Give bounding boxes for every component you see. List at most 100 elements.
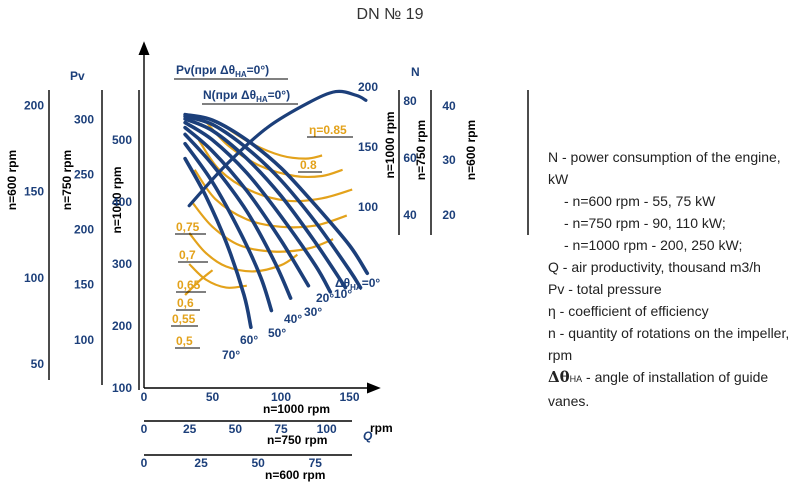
x750-tick: 0 bbox=[141, 422, 148, 436]
x-scale-600-title: n=600 rpm bbox=[265, 468, 325, 482]
eff-label-075: 0,75 bbox=[175, 220, 206, 235]
pv-header: Pv bbox=[70, 69, 85, 83]
x1000-tick: 50 bbox=[206, 390, 220, 404]
x750-tick: 50 bbox=[229, 422, 243, 436]
legend-line-9: ΔθНА - angle of installation of guide va… bbox=[548, 366, 798, 412]
eff-label-055-text: 0,55 bbox=[172, 312, 196, 326]
efficiency-curve bbox=[204, 120, 343, 179]
pressure-curve bbox=[183, 125, 311, 288]
pressure-curve bbox=[183, 117, 348, 290]
legend-line-2: - n=600 rpm - 55, 75 kW bbox=[564, 193, 716, 209]
pressure-curve bbox=[183, 112, 370, 276]
power-curve bbox=[187, 89, 368, 208]
eff-label-075-text: 0,75 bbox=[176, 220, 200, 234]
n1000-tick: 100 bbox=[358, 200, 378, 214]
chart-area: n=1000 rpm n=750 rpm n=600 rpm n=1000 rp… bbox=[5, 41, 529, 482]
eff-label-065: 0,65 bbox=[176, 278, 206, 293]
pressure-curve bbox=[183, 132, 293, 300]
legend-delta-symbol: Δθ bbox=[548, 368, 570, 386]
pressure-curve bbox=[183, 141, 274, 313]
x1000-tick: 0 bbox=[141, 390, 148, 404]
eff-label-070: 0,7 bbox=[178, 248, 208, 263]
efficiency-curve bbox=[188, 263, 247, 289]
pv-caption-text: Pv(при ΔθНА=0°) bbox=[176, 63, 269, 79]
legend-line-7: η - coefficient of efficiency bbox=[548, 303, 709, 319]
x750-tick: 25 bbox=[183, 422, 197, 436]
pv750-tick: 100 bbox=[74, 333, 94, 347]
eff-label-085-text: η=0.85 bbox=[309, 123, 347, 137]
pv600-tick: 100 bbox=[24, 271, 44, 285]
n600-tick: 40 bbox=[442, 99, 456, 113]
pv1000-tick: 200 bbox=[112, 319, 132, 333]
x750-tick: 75 bbox=[274, 422, 288, 436]
eff-label-065-text: 0,65 bbox=[177, 278, 201, 292]
pressure-curve bbox=[183, 114, 363, 290]
eff-label-060-text: 0,6 bbox=[177, 296, 194, 310]
chart-title: DN № 19 bbox=[356, 6, 424, 23]
legend-line-5: Q - air productivity, thousand m3/h bbox=[548, 259, 761, 275]
pressure-curve bbox=[183, 156, 253, 329]
angle-label-0: ΔθНА=0° bbox=[335, 276, 380, 292]
angle-label-60: 60° bbox=[240, 333, 258, 347]
n-scale-600-title: n=600 rpm bbox=[464, 120, 478, 180]
n-caption-text: N(при ΔθНА=0°) bbox=[203, 88, 290, 104]
angle-label-40: 40° bbox=[284, 312, 302, 326]
pv750-tick: 150 bbox=[74, 278, 94, 292]
efficiency-curve bbox=[197, 139, 353, 203]
efficiency-curve bbox=[191, 201, 334, 253]
pv600-tick: 50 bbox=[31, 357, 45, 371]
x1000-tick: 100 bbox=[271, 390, 291, 404]
efficiency-curve bbox=[188, 232, 299, 273]
x-unit-rpm: rpm bbox=[370, 421, 393, 435]
eff-label-085: η=0.85 bbox=[307, 123, 353, 138]
n-scale-750-title: n=750 rpm bbox=[414, 120, 428, 180]
legend-line-6: Pv - total pressure bbox=[548, 281, 662, 297]
pv1000-tick: 500 bbox=[112, 133, 132, 147]
angle-label-10: 10° bbox=[334, 287, 352, 301]
x1000-tick: 150 bbox=[339, 390, 359, 404]
pv1000-tick: 300 bbox=[112, 257, 132, 271]
pv-scale-1000-title: n=1000 rpm bbox=[110, 166, 124, 233]
pv750-tick: 250 bbox=[74, 167, 94, 181]
eff-label-080: 0.8 bbox=[298, 158, 322, 173]
pv1000-tick: 400 bbox=[112, 195, 132, 209]
angle-label-30: 30° bbox=[304, 305, 322, 319]
n-curve-caption: N(при ΔθНА=0°) bbox=[202, 88, 298, 105]
n1000-tick: 200 bbox=[358, 80, 378, 94]
eff-label-060: 0,6 bbox=[176, 296, 200, 311]
x750-tick: 100 bbox=[317, 422, 337, 436]
pressure-curve bbox=[183, 120, 333, 294]
legend-line-8: n - quantity of rotations on the impelle… bbox=[548, 325, 790, 363]
n-header: N bbox=[411, 65, 420, 79]
legend-delta-text: - angle of installation of guide vanes. bbox=[548, 369, 769, 409]
x600-tick: 0 bbox=[141, 456, 148, 470]
legend-line-1: N - power consumption of the engine, kW bbox=[548, 149, 781, 187]
pv-scale-600-title: n=600 rpm bbox=[5, 150, 19, 210]
pv750-tick: 300 bbox=[74, 112, 94, 126]
x600-tick: 50 bbox=[251, 456, 265, 470]
pv750-tick: 200 bbox=[74, 223, 94, 237]
eff-label-050: 0,5 bbox=[175, 334, 200, 349]
angle-label-70: 70° bbox=[222, 348, 240, 362]
legend-line-4: - n=1000 rpm - 200, 250 kW; bbox=[564, 237, 743, 253]
n750-tick: 80 bbox=[403, 94, 417, 108]
n-scale-1000-title: n=1000 rpm bbox=[383, 111, 397, 178]
n750-tick: 40 bbox=[403, 208, 417, 222]
pv600-tick: 200 bbox=[24, 99, 44, 113]
n750-tick: 60 bbox=[403, 151, 417, 165]
n1000-tick: 150 bbox=[358, 140, 378, 154]
eff-label-070-text: 0,7 bbox=[179, 248, 196, 262]
pv-curve-caption: Pv(при ΔθНА=0°) bbox=[174, 63, 288, 80]
x-scale-750-title: n=750 rpm bbox=[267, 433, 327, 447]
n600-tick: 20 bbox=[442, 208, 456, 222]
x-scale-1000-title: n=1000 rpm bbox=[263, 402, 330, 416]
pv1000-tick: 100 bbox=[112, 381, 132, 395]
angle-label-50: 50° bbox=[268, 326, 286, 340]
pv600-tick: 150 bbox=[24, 185, 44, 199]
legend-line-3: - n=750 rpm - 90, 110 kW; bbox=[564, 215, 726, 231]
eff-label-050-text: 0,5 bbox=[176, 334, 193, 348]
angle-label-20: 20° bbox=[316, 291, 334, 305]
n600-tick: 30 bbox=[442, 153, 456, 167]
pv-scale-750-title: n=750 rpm bbox=[60, 150, 74, 210]
x-axis-label-q: Q bbox=[363, 429, 373, 443]
